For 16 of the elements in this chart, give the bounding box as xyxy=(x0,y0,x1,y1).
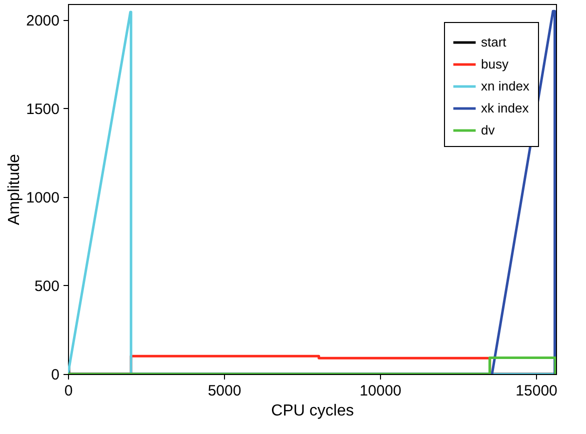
x-axis-title: CPU cycles xyxy=(271,402,354,420)
y-tick-label: 2000 xyxy=(26,12,60,30)
y-tick-label: 1500 xyxy=(26,100,60,118)
legend-label: xn index xyxy=(481,78,530,94)
legend-label: xk index xyxy=(481,100,530,116)
y-axis-title: Amplitude xyxy=(6,154,24,226)
legend-label: dv xyxy=(481,122,496,138)
x-tick-label: 10000 xyxy=(360,382,402,400)
x-tick-label: 15000 xyxy=(516,382,558,400)
legend-label: busy xyxy=(481,56,509,72)
y-tick-label: 1000 xyxy=(26,189,60,206)
x-tick-label: 0 xyxy=(64,382,73,400)
y-tick-label: 500 xyxy=(34,278,60,295)
x-tick-label: 5000 xyxy=(208,382,242,400)
y-tick-label: 0 xyxy=(51,366,60,384)
legend-label: start xyxy=(481,34,507,50)
